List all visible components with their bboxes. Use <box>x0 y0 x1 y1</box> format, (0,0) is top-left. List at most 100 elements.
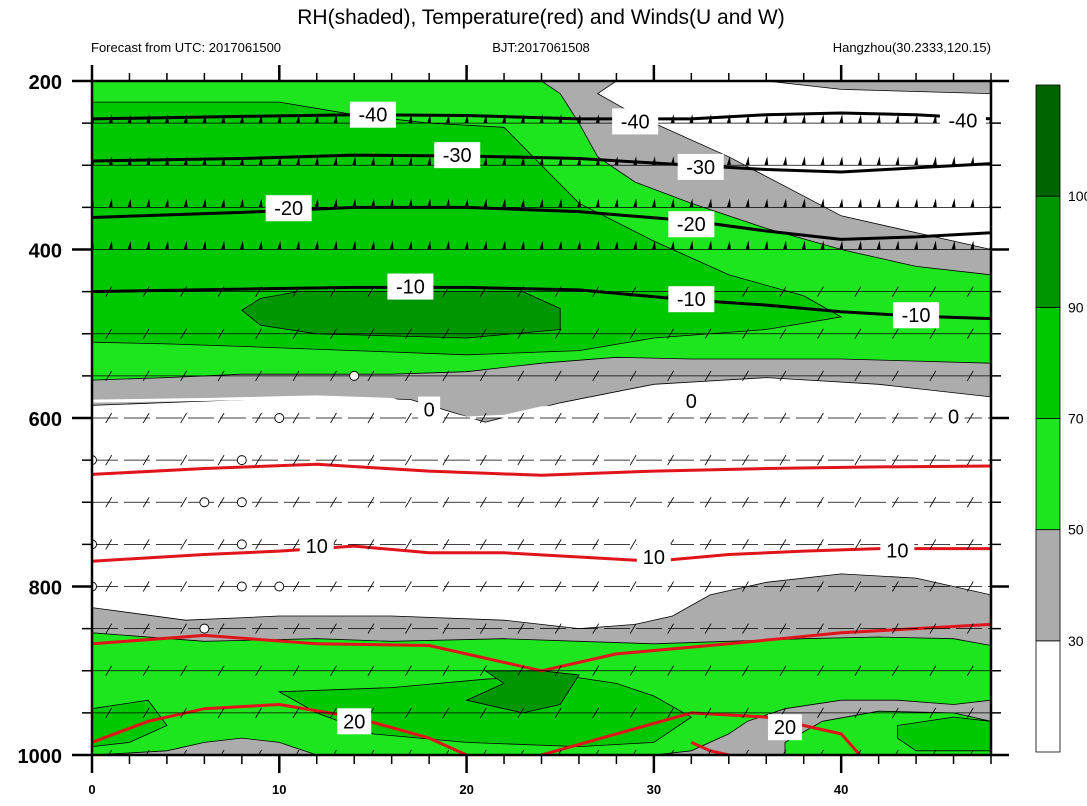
wind-flag-350-22 <box>502 198 507 208</box>
wind-barb-700-45 <box>929 497 937 508</box>
wind-flag-300-43 <box>895 156 900 166</box>
wind-flag-300-35 <box>745 156 750 166</box>
wind-flag-250-26 <box>576 114 581 124</box>
colorbar-label-30: 30 <box>1068 633 1084 649</box>
wind-barb-750-33 <box>704 539 712 550</box>
wind-barb-700-21 <box>479 497 487 508</box>
wind-flag-300-2 <box>127 156 132 166</box>
wind-flag-350-3 <box>146 198 151 208</box>
wind-barb-900-33 <box>704 665 712 676</box>
wind-barb-950-1 <box>105 707 113 719</box>
wind-flag-400-8 <box>239 240 244 250</box>
wind-barb-950-7 <box>217 707 225 719</box>
wind-barb-800-31 <box>667 581 674 592</box>
wind-flag-350-26 <box>576 198 581 208</box>
wind-flag-300-29 <box>633 156 638 166</box>
wind-flag-400-6 <box>202 240 207 250</box>
wind-flag-250-6 <box>202 114 207 124</box>
wind-flag-200-1 <box>109 72 113 81</box>
calm-wind-circle <box>236 497 247 508</box>
wind-barb-850-35 <box>742 623 749 634</box>
wind-barb-500-23 <box>517 328 525 339</box>
contour-label-bg <box>880 537 915 564</box>
wind-barb-800-39 <box>817 581 824 592</box>
wind-barb-1000-13 <box>333 749 337 755</box>
wind-barb-950-23 <box>517 707 525 719</box>
wind-barb-800-15 <box>367 581 375 592</box>
wind-barb-800-37 <box>779 581 787 592</box>
wind-barb-550-13 <box>330 370 337 382</box>
wind-barb-800-9 <box>255 581 262 592</box>
wind-barb-900-47 <box>966 665 974 676</box>
contour-label-text: -40 <box>358 105 387 127</box>
wind-barb-450-29 <box>629 286 637 297</box>
wind-barb-450-1 <box>105 286 113 297</box>
contour-label-text: -10 <box>677 289 706 311</box>
wind-barb-750-7 <box>217 539 225 550</box>
wind-flag-350-38 <box>801 198 806 208</box>
wind-barb-1000-45 <box>932 749 937 755</box>
wind-barb-550-27 <box>592 370 600 382</box>
wind-barb-450-3 <box>142 286 150 297</box>
wind-barb-900-31 <box>667 665 674 676</box>
wind-flag-400-44 <box>914 240 919 250</box>
wind-barb-750-23 <box>517 539 525 550</box>
wind-flag-250-4 <box>164 114 169 124</box>
contour-label-text: -30 <box>686 157 715 179</box>
wind-barb-900-15 <box>367 665 375 676</box>
wind-flag-200-15 <box>371 72 375 81</box>
wind-barb-750-25 <box>554 539 562 550</box>
wind-barb-550-11 <box>292 370 300 382</box>
wind-flag-350-39 <box>820 198 825 208</box>
wind-barb-500-11 <box>292 328 300 339</box>
wind-flag-200-37 <box>783 72 787 81</box>
contour-label-text: -20 <box>677 214 706 236</box>
wind-barb-750-15 <box>367 539 375 550</box>
contour-label-6: -20 <box>668 211 715 238</box>
wind-barb-800-3 <box>142 581 150 592</box>
wind-barb-800-45 <box>929 581 937 592</box>
rh-region-9 <box>897 716 991 752</box>
wind-barb-1000-29 <box>632 749 637 755</box>
temp-contour-20 <box>541 711 862 755</box>
wind-flag-250-27 <box>595 114 600 124</box>
wind-barb-850-9 <box>255 623 262 634</box>
wind-barb-550-15 <box>367 370 375 382</box>
wind-flag-250-43 <box>895 114 900 124</box>
contour-label-bg <box>767 714 802 741</box>
wind-barb-450-5 <box>180 286 187 297</box>
wind-barb-700-9 <box>255 497 262 508</box>
wind-barb-600-9 <box>255 412 262 424</box>
wind-flag-250-13 <box>333 114 338 124</box>
wind-flag-250-8 <box>239 114 244 124</box>
wind-barb-900-23 <box>517 665 525 676</box>
wind-flag-300-22 <box>502 156 507 166</box>
wind-flag-400-26 <box>576 240 581 250</box>
wind-flag-300-34 <box>726 156 731 166</box>
wind-flag-300-38 <box>801 156 806 166</box>
x-tick-label-30: 30 <box>647 782 661 797</box>
temp-contour-red-2 <box>690 741 730 755</box>
wind-flag-400-40 <box>839 240 844 250</box>
wind-flag-250-10 <box>277 114 282 124</box>
wind-barb-1000-11 <box>295 749 300 755</box>
contour-label-text: 0 <box>948 406 959 428</box>
wind-flag-250-41 <box>857 114 862 124</box>
wind-barb-500-9 <box>255 328 262 339</box>
wind-flag-200-25 <box>558 72 562 81</box>
wind-barb-800-27 <box>592 581 600 592</box>
wind-barb-500-33 <box>704 328 712 339</box>
wind-barb-900-1 <box>105 665 113 676</box>
calm-wind-circle <box>274 581 285 592</box>
contour-label-bg <box>612 108 659 135</box>
wind-flag-400-22 <box>502 240 507 250</box>
wind-barb-800-47 <box>966 581 974 592</box>
wind-barb-950-41 <box>854 707 862 719</box>
wind-barb-1000-35 <box>745 749 749 755</box>
wind-flag-300-17 <box>408 156 413 166</box>
wind-barb-450-19 <box>442 286 450 297</box>
wind-flag-300-4 <box>164 156 169 166</box>
wind-barb-550-17 <box>405 370 412 382</box>
wind-barb-700-39 <box>817 497 824 508</box>
contour-label-text: 20 <box>343 711 365 733</box>
